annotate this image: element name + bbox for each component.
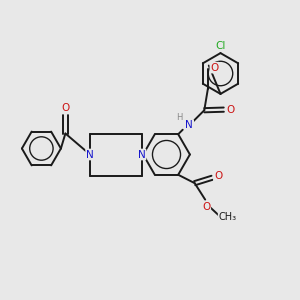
Text: O: O [226, 105, 235, 115]
Text: N: N [185, 120, 193, 130]
Text: N: N [138, 149, 146, 160]
Text: O: O [210, 63, 219, 73]
Text: H: H [176, 113, 183, 122]
Text: CH₃: CH₃ [219, 212, 237, 222]
Text: N: N [86, 149, 94, 160]
Text: O: O [214, 171, 222, 181]
Text: O: O [202, 202, 210, 212]
Text: O: O [61, 103, 70, 113]
Text: Cl: Cl [215, 40, 226, 51]
